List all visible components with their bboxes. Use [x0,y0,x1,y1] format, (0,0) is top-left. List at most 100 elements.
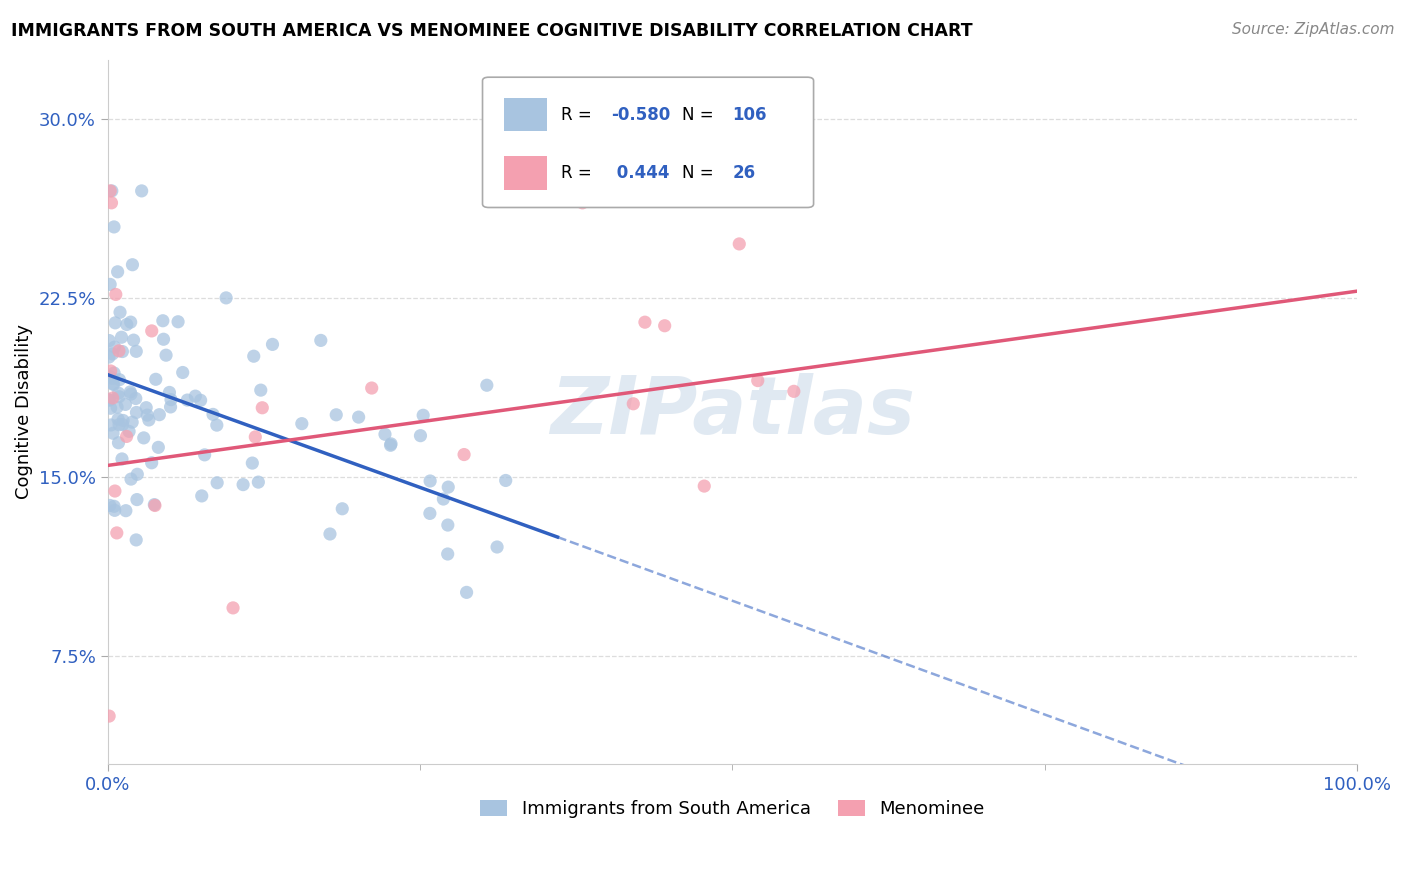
Text: 26: 26 [733,164,755,182]
Point [347,410,370,425]
Point [108,390,131,404]
Point [132,431,155,445]
Point [412,409,434,423]
Point [115,504,138,518]
Point [98,369,121,384]
Point [131,184,153,198]
Point [374,427,396,442]
Point [101,371,124,385]
Point [114,397,136,411]
Point [201,408,224,422]
Point [103,366,125,380]
Point [436,547,458,561]
Point [437,480,460,494]
Point [101,184,124,198]
Text: Source: ZipAtlas.com: Source: ZipAtlas.com [1232,22,1395,37]
Point [249,383,271,397]
Point [98,350,121,364]
Point [108,417,131,432]
Point [240,456,263,470]
Point [245,430,267,444]
Point [330,501,353,516]
Point [127,467,149,482]
Point [98,277,121,292]
Point [112,413,135,427]
Point [104,287,127,301]
Point [103,340,125,354]
Point [432,491,454,506]
Point [125,492,148,507]
Point [252,401,274,415]
Point [184,389,207,403]
Point [107,265,129,279]
FancyBboxPatch shape [503,156,547,190]
Point [105,525,128,540]
Point [125,405,148,419]
Point [125,392,148,406]
Point [205,475,228,490]
Point [319,527,342,541]
FancyBboxPatch shape [503,97,547,131]
Point [100,417,122,432]
Point [120,384,142,399]
Point [120,387,142,401]
Point [222,600,245,615]
Point [138,413,160,427]
Point [101,376,124,391]
Point [104,483,127,498]
Point [380,437,402,451]
Point [101,426,124,441]
Point [103,500,125,514]
Point [98,709,121,723]
Point [571,195,593,210]
Y-axis label: Cognitive Disability: Cognitive Disability [15,324,32,500]
Point [232,477,254,491]
Point [419,474,441,488]
Point [101,347,124,361]
Text: 106: 106 [733,105,766,123]
Legend: Immigrants from South America, Menominee: Immigrants from South America, Menominee [472,792,991,825]
Point [107,412,129,426]
Point [143,499,166,513]
Point [159,385,181,400]
Point [104,316,127,330]
Point [121,415,143,429]
Point [747,374,769,388]
Point [103,219,125,234]
Point [495,474,517,488]
Point [728,236,751,251]
Text: N =: N = [682,164,720,182]
Point [108,373,131,387]
Point [160,392,183,407]
Point [190,489,212,503]
Point [103,377,125,392]
Point [148,408,170,422]
Point [621,160,644,174]
Point [110,330,132,344]
Point [98,392,121,407]
Point [360,381,382,395]
Text: R =: R = [561,164,598,182]
Point [453,448,475,462]
Text: R =: R = [561,105,598,123]
Text: ZIPatlas: ZIPatlas [550,373,915,450]
Point [125,344,148,359]
Point [143,498,166,512]
Point [111,344,134,359]
Point [98,184,121,198]
Point [783,384,806,399]
Point [419,507,441,521]
Point [148,441,170,455]
Point [172,366,194,380]
Point [101,391,124,405]
Point [125,533,148,547]
Point [152,332,174,346]
Point [486,540,509,554]
Point [100,401,122,416]
Text: 0.444: 0.444 [612,164,669,182]
Point [621,397,644,411]
Point [98,334,121,348]
Point [118,425,141,439]
Point [98,499,121,513]
Point [437,518,460,533]
